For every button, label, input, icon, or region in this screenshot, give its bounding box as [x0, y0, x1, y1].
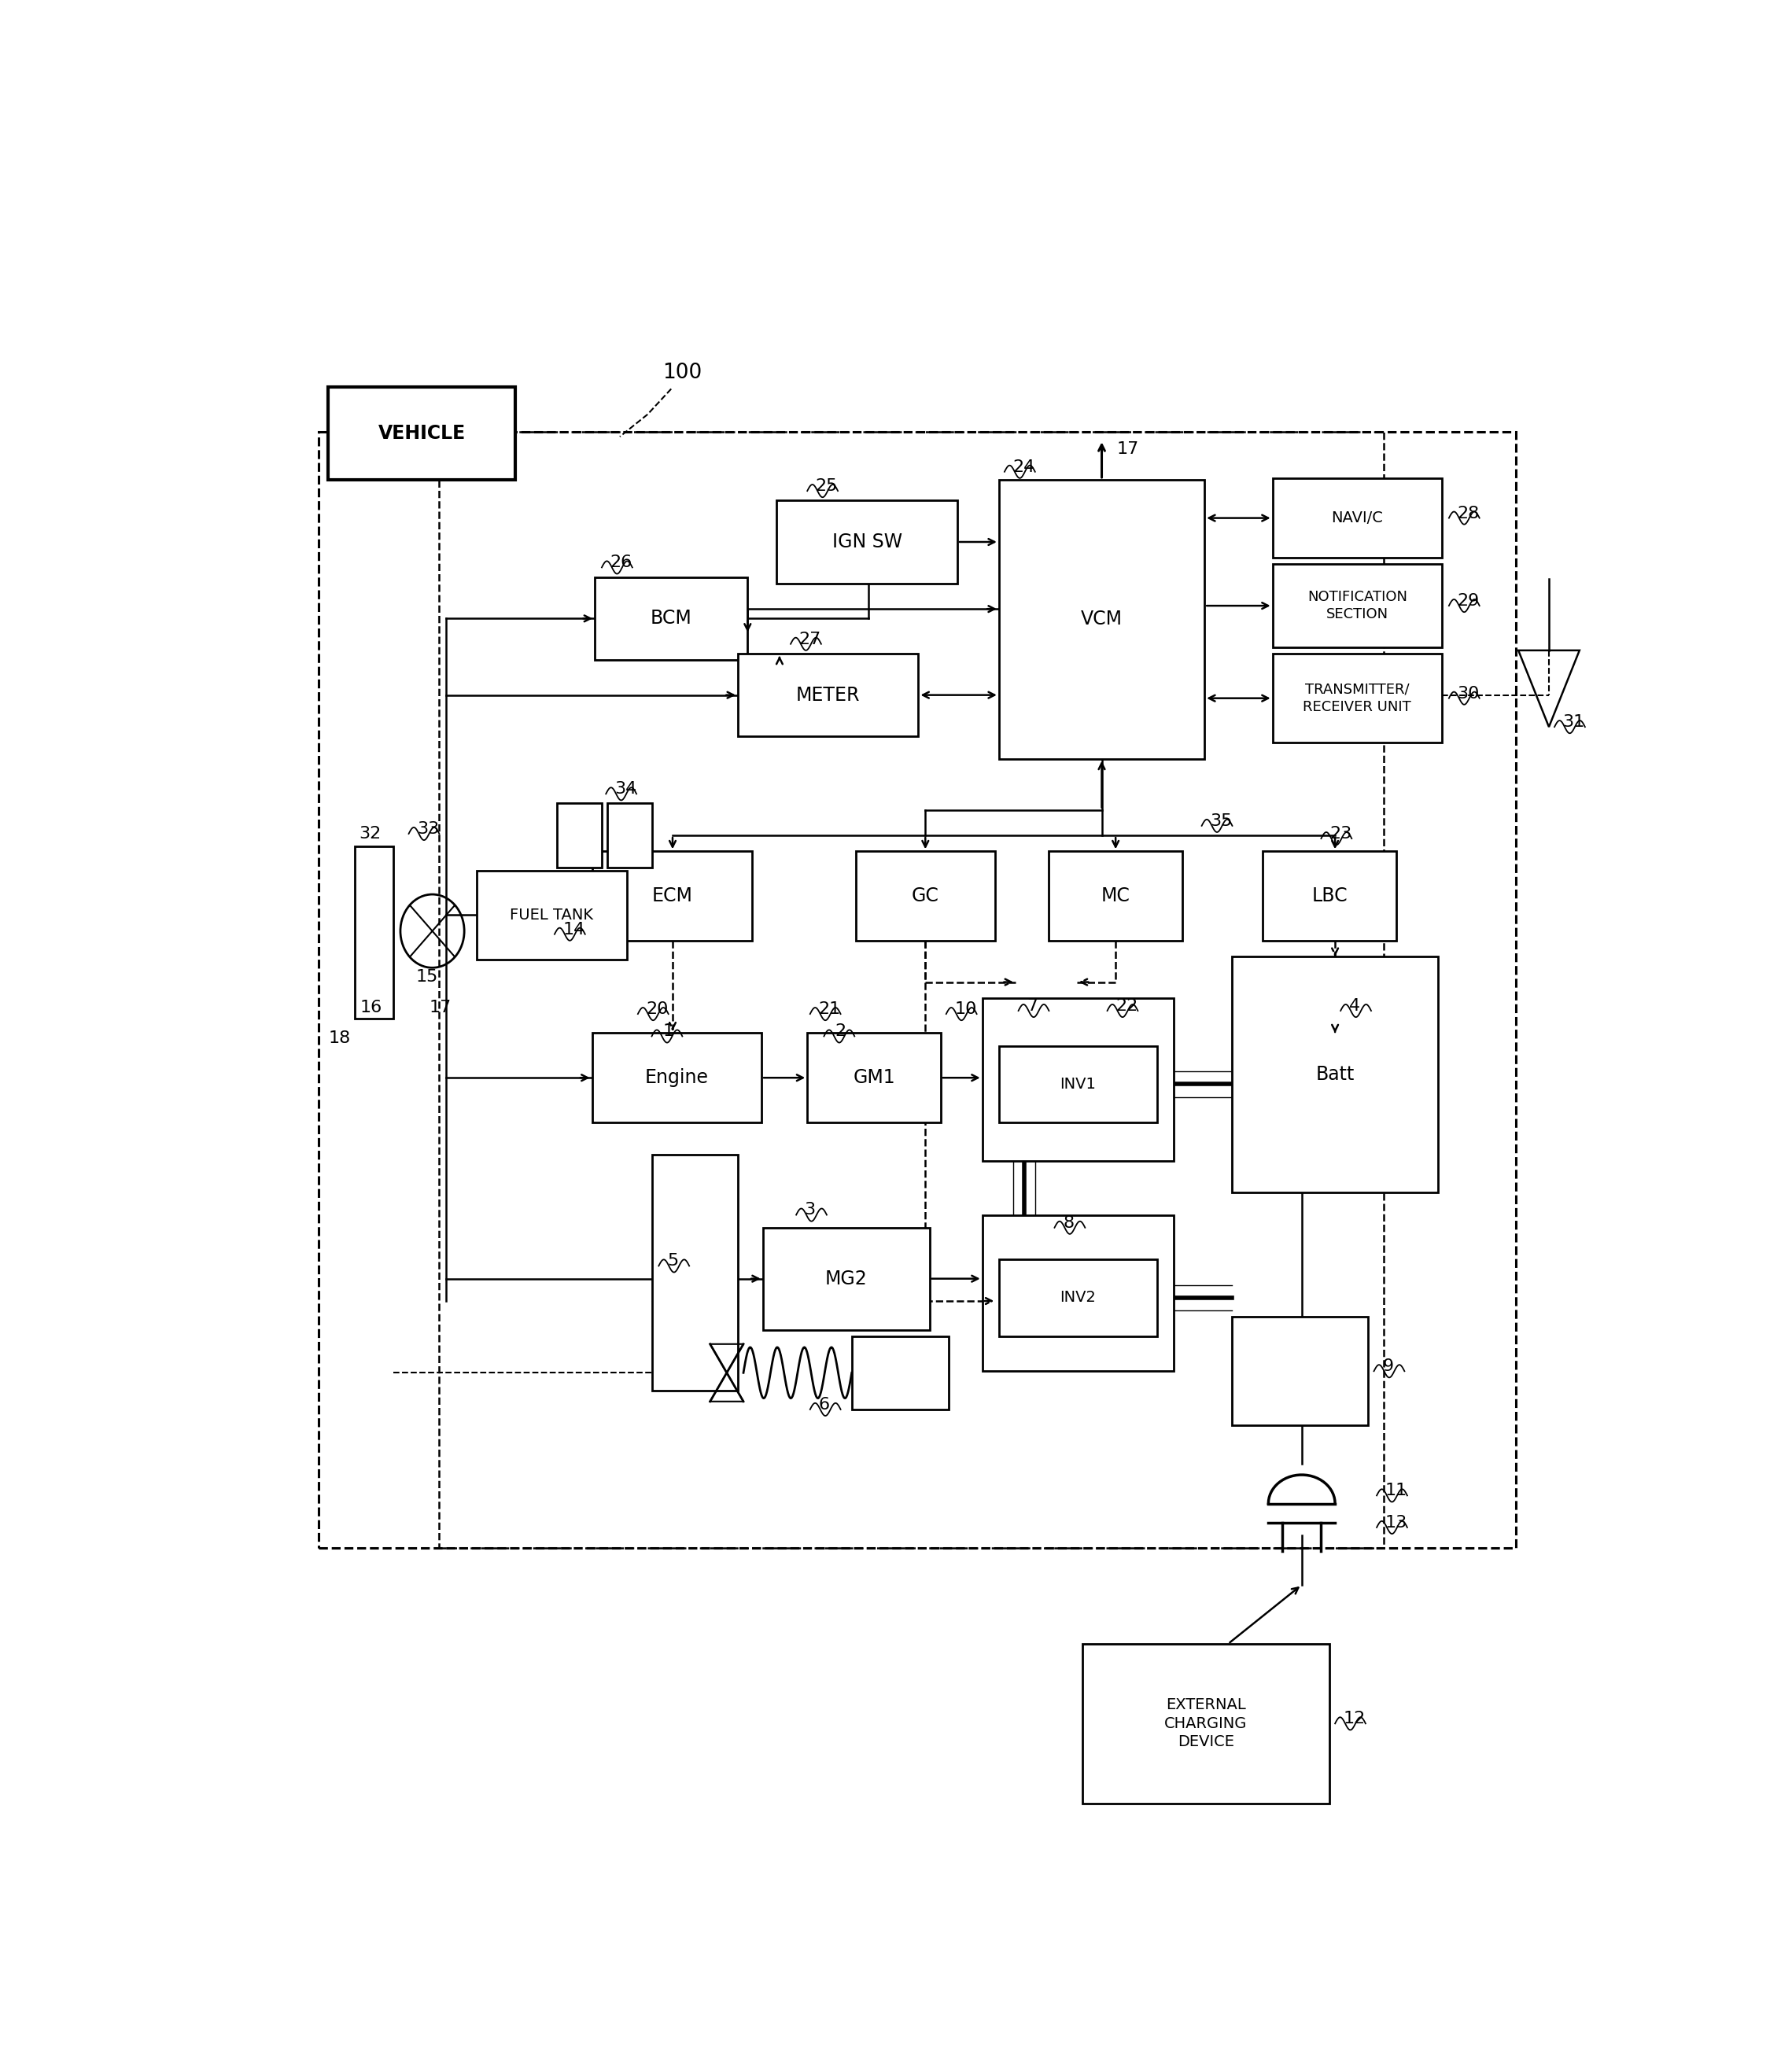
Text: 10: 10	[955, 1000, 977, 1017]
Bar	[652, 1154, 738, 1390]
Text: 26: 26	[609, 555, 633, 570]
Bar	[851, 1336, 950, 1410]
Text: 5: 5	[667, 1253, 677, 1270]
Text: MG2: MG2	[824, 1270, 867, 1288]
Text: 100: 100	[663, 362, 702, 383]
Text: 9: 9	[1382, 1359, 1394, 1375]
Bar	[319, 433, 1516, 1549]
Bar	[776, 501, 957, 584]
Text: 1: 1	[663, 1023, 674, 1040]
Bar	[738, 654, 919, 737]
Bar	[1233, 957, 1437, 1193]
Text: INV2: INV2	[1061, 1290, 1097, 1305]
Bar	[998, 480, 1204, 758]
Bar	[439, 433, 1383, 1549]
Text: METER: METER	[796, 686, 860, 704]
Bar	[806, 1033, 941, 1122]
Bar	[1048, 851, 1183, 940]
Text: FUEL TANK: FUEL TANK	[511, 907, 593, 922]
Text: 30: 30	[1457, 686, 1480, 702]
Text: MC: MC	[1100, 886, 1131, 905]
Bar	[1263, 851, 1396, 940]
Bar	[1272, 563, 1443, 646]
Text: VCM: VCM	[1081, 609, 1122, 630]
Text: 28: 28	[1457, 505, 1480, 522]
Text: 29: 29	[1457, 592, 1480, 609]
Text: 34: 34	[615, 781, 636, 797]
Text: 35: 35	[1210, 814, 1233, 828]
Text: 27: 27	[799, 632, 821, 646]
Text: 22: 22	[1116, 998, 1138, 1015]
Bar	[982, 1216, 1174, 1371]
Text: Batt: Batt	[1315, 1064, 1355, 1083]
Bar	[763, 1228, 930, 1330]
Bar	[477, 870, 627, 959]
Bar	[1272, 478, 1443, 557]
Text: 3: 3	[805, 1203, 815, 1218]
Text: 15: 15	[416, 969, 437, 986]
Text: 21: 21	[819, 1000, 840, 1017]
Text: 13: 13	[1385, 1514, 1407, 1530]
Bar	[1233, 1317, 1369, 1425]
Bar	[998, 1046, 1158, 1122]
Bar	[607, 804, 652, 868]
Bar	[998, 1259, 1158, 1336]
Bar	[982, 998, 1174, 1160]
Text: 4: 4	[1349, 998, 1360, 1015]
Text: 6: 6	[819, 1396, 830, 1412]
Text: 17: 17	[430, 1000, 452, 1015]
Text: 7: 7	[1027, 998, 1038, 1015]
Text: ECM: ECM	[652, 886, 692, 905]
Bar	[1082, 1644, 1330, 1804]
Bar	[557, 804, 602, 868]
Bar	[328, 387, 516, 480]
Text: TRANSMITTER/
RECEIVER UNIT: TRANSMITTER/ RECEIVER UNIT	[1303, 683, 1412, 714]
Bar	[591, 1033, 762, 1122]
Text: 24: 24	[1012, 460, 1036, 474]
Text: 18: 18	[328, 1029, 351, 1046]
Text: LBC: LBC	[1312, 886, 1348, 905]
Bar	[355, 847, 394, 1019]
Text: 8: 8	[1063, 1216, 1073, 1230]
Text: 31: 31	[1563, 714, 1586, 729]
Bar	[857, 851, 995, 940]
Text: 11: 11	[1385, 1483, 1407, 1499]
Text: 25: 25	[815, 478, 839, 495]
Text: VEHICLE: VEHICLE	[378, 425, 466, 443]
Text: 23: 23	[1330, 826, 1351, 841]
Text: EXTERNAL
CHARGING
DEVICE: EXTERNAL CHARGING DEVICE	[1165, 1698, 1247, 1750]
Text: 12: 12	[1344, 1711, 1366, 1727]
Text: 17: 17	[1116, 441, 1140, 458]
Text: 14: 14	[563, 922, 586, 938]
Text: GC: GC	[912, 886, 939, 905]
Text: 20: 20	[647, 1000, 668, 1017]
Text: BCM: BCM	[650, 609, 692, 628]
Text: Engine: Engine	[645, 1069, 708, 1087]
Bar	[591, 851, 753, 940]
Text: GM1: GM1	[853, 1069, 894, 1087]
Text: 16: 16	[360, 1000, 382, 1015]
Text: 33: 33	[418, 820, 439, 837]
Text: NAVI/C: NAVI/C	[1331, 512, 1383, 526]
Text: 2: 2	[835, 1023, 846, 1040]
Text: IGN SW: IGN SW	[831, 532, 901, 551]
Bar	[1272, 654, 1443, 743]
Text: INV1: INV1	[1061, 1077, 1097, 1091]
Bar	[595, 578, 747, 661]
Text: NOTIFICATION
SECTION: NOTIFICATION SECTION	[1308, 590, 1407, 621]
Text: 32: 32	[358, 826, 382, 841]
